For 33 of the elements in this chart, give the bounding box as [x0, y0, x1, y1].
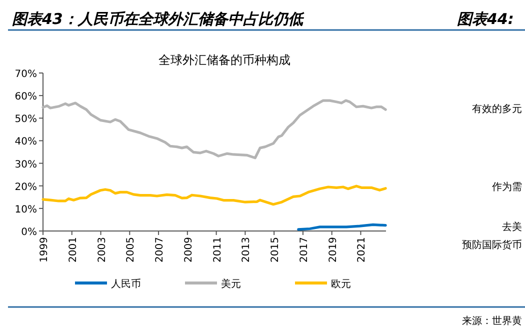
legend-label: 人民币: [111, 278, 141, 290]
text: 预防国际货币: [462, 239, 522, 251]
text: 去美: [502, 221, 522, 233]
x-tick-label: 2001: [68, 237, 79, 262]
x-tick-label: 2011: [212, 237, 224, 262]
line-series: [42, 99, 387, 160]
x-tick-label: 2019: [328, 237, 339, 262]
y-tick-label: 20%: [14, 182, 37, 193]
x-tick-label: 2017: [298, 237, 310, 262]
y-tick-label: 70%: [14, 69, 37, 80]
source-note: 来源：世界黄: [462, 315, 522, 327]
x-tick-label: 2013: [241, 237, 252, 262]
text: 作为需: [491, 181, 522, 193]
x-tick-label: 2007: [154, 237, 166, 262]
y-tick-label: 0%: [21, 227, 37, 238]
x-tick-label: 2005: [126, 237, 137, 262]
y-tick-label: 60%: [14, 92, 37, 103]
x-tick-label: 2021: [356, 237, 368, 262]
text: 有效的多元: [472, 103, 522, 115]
x-tick-label: 2003: [96, 237, 108, 262]
y-tick-label: 30%: [14, 159, 37, 170]
x-tick-label: 1999: [39, 237, 50, 262]
text: 图表44:: [457, 10, 514, 28]
y-tick-label: 40%: [14, 136, 37, 148]
x-tick-label: 2015: [270, 237, 282, 262]
chart-title: 图表43：人民币在全球外汇储备中占比仍低: [12, 10, 305, 28]
y-tick-label: 50%: [14, 114, 37, 126]
y-tick-label: 10%: [14, 204, 37, 216]
x-tick-label: 2009: [183, 237, 194, 262]
chart-subtitle: 全球外汇储备的币种构成: [158, 53, 290, 67]
legend-label: 欧元: [331, 279, 351, 290]
legend-label: 美元: [221, 278, 241, 290]
line-series: [42, 184, 387, 206]
